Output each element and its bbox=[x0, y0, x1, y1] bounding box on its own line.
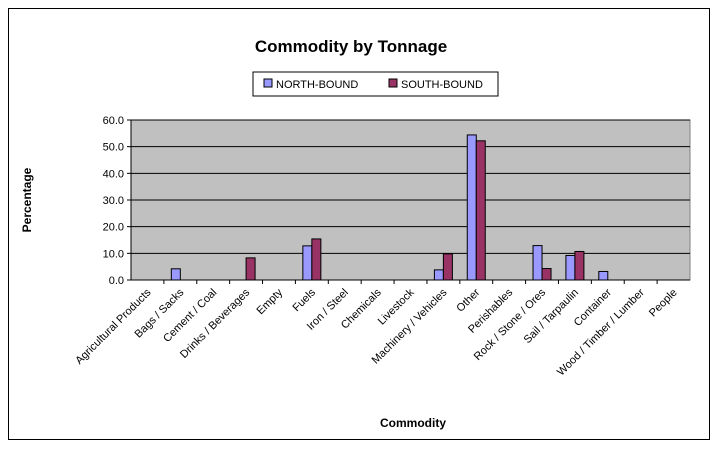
axes bbox=[127, 119, 690, 284]
bar-south-bound bbox=[541, 268, 552, 281]
y-tick-label: 30.0 bbox=[103, 195, 124, 207]
legend-label-north: NORTH-BOUND bbox=[276, 79, 358, 91]
x-tick-label: Fuels bbox=[290, 286, 318, 314]
bar-north-bound bbox=[466, 134, 477, 281]
bar-north-bound bbox=[598, 270, 609, 281]
bar-south-bound bbox=[475, 140, 486, 281]
gridlines bbox=[131, 119, 690, 254]
y-tick-label: 50.0 bbox=[103, 142, 124, 154]
x-axis-title: Commodity bbox=[380, 416, 446, 430]
bar-south-bound bbox=[574, 250, 585, 281]
chart-title: Commodity by Tonnage bbox=[255, 37, 447, 56]
bar-north-bound bbox=[433, 269, 444, 281]
legend: NORTH-BOUND SOUTH-BOUND bbox=[252, 71, 499, 97]
legend-swatch-south bbox=[388, 78, 398, 88]
x-tick-label: Empty bbox=[255, 286, 286, 317]
bar-south-bound bbox=[245, 257, 256, 281]
legend-label-south: SOUTH-BOUND bbox=[401, 79, 483, 91]
y-tick-label: 0.0 bbox=[109, 275, 124, 287]
bar-north-bound bbox=[170, 268, 181, 281]
legend-box bbox=[252, 71, 499, 97]
bar-south-bound bbox=[311, 238, 322, 281]
y-tick-label: 40.0 bbox=[103, 168, 124, 180]
bar-north-bound bbox=[565, 254, 576, 281]
legend-swatch-north bbox=[263, 78, 273, 88]
bar-north-bound bbox=[302, 245, 313, 281]
y-tick-label: 60.0 bbox=[103, 115, 124, 127]
bar-south-bound bbox=[442, 253, 453, 281]
x-tick-label: People bbox=[647, 287, 680, 320]
y-axis-title: Percentage bbox=[20, 167, 34, 232]
x-tick-label: Other bbox=[454, 286, 482, 314]
y-tick-label: 20.0 bbox=[103, 222, 124, 234]
y-tick-labels: 0.0 10.0 20.0 30.0 40.0 50.0 60.0 bbox=[103, 115, 124, 287]
y-tick-label: 10.0 bbox=[103, 248, 124, 260]
bar-north-bound bbox=[532, 245, 543, 281]
